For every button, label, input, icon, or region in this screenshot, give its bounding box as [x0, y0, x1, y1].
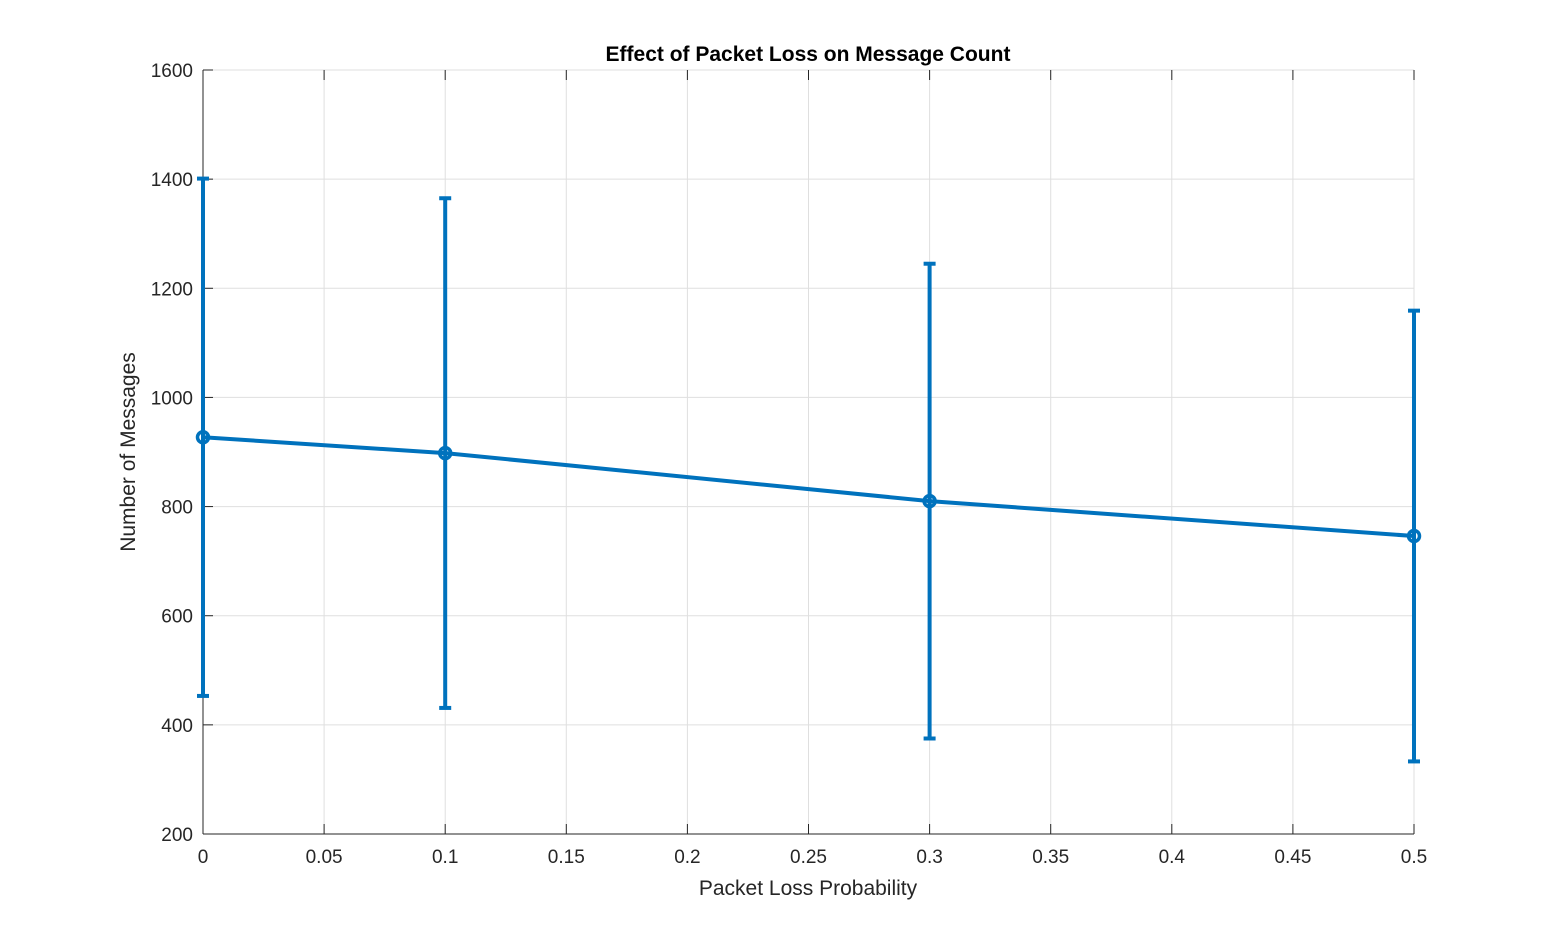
y-axis-title: Number of Messages [117, 352, 140, 552]
x-tick-label: 0.15 [548, 847, 585, 868]
x-tick-label: 0.05 [306, 847, 343, 868]
data-point-marker [195, 430, 211, 445]
x-axis-title: Packet Loss Probability [699, 877, 918, 900]
data-point-marker [1406, 528, 1422, 544]
x-tick-label: 0 [198, 847, 209, 868]
x-tick-label: 0.5 [1401, 847, 1427, 868]
y-tick-label: 800 [161, 498, 193, 519]
y-tick-label: 400 [161, 716, 193, 737]
data-point-marker [922, 493, 937, 509]
y-tick-label: 600 [161, 607, 193, 628]
y-tick-label: 1200 [151, 279, 193, 300]
x-tick-label: 0.35 [1032, 847, 1069, 868]
x-tick-label: 0.45 [1274, 847, 1311, 868]
series-layer [195, 176, 1422, 764]
series-line [202, 435, 1415, 539]
y-tick-label: 200 [161, 825, 193, 846]
x-tick-label: 0.2 [674, 847, 700, 868]
labels-layer: Effect of Packet Loss on Message Count P… [117, 43, 1427, 900]
y-tick-label: 1400 [151, 170, 193, 191]
data-point-marker [437, 445, 453, 461]
y-tick-label: 1000 [151, 388, 193, 409]
x-tick-label: 0.1 [432, 847, 458, 868]
x-tick-label: 0.25 [790, 847, 827, 868]
x-tick-label: 0.3 [916, 847, 942, 868]
x-tick-label: 0.4 [1159, 847, 1186, 868]
chart-title: Effect of Packet Loss on Message Count [606, 43, 1011, 66]
y-tick-label: 1600 [151, 61, 193, 82]
grid-layer [202, 69, 1415, 835]
